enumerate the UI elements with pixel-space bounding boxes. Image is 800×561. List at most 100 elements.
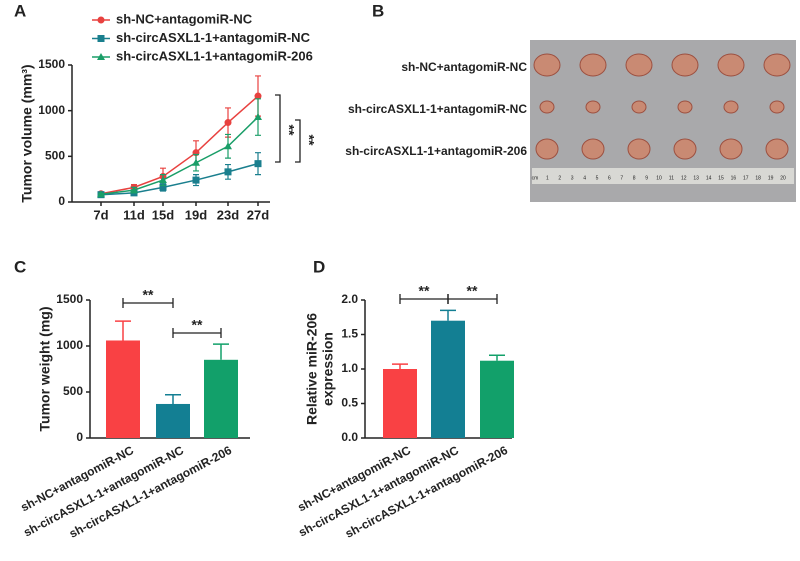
row-label: sh-circASXL1-1+antagomiR-NC — [348, 102, 527, 116]
point — [192, 176, 200, 184]
ruler-label: 14 — [706, 175, 712, 181]
point — [224, 142, 232, 150]
ruler-label: 19 — [768, 175, 774, 181]
x-tick-label: 23d — [217, 207, 239, 222]
series-line — [100, 95, 259, 195]
ruler-label: 20 — [780, 175, 786, 181]
tumor — [717, 53, 745, 77]
significance-bracket — [275, 94, 281, 163]
error-bar — [165, 394, 181, 404]
y-tick-label: 1000 — [38, 103, 65, 117]
y-tick-label: 0 — [58, 194, 65, 208]
significance: ** — [281, 125, 297, 136]
point — [97, 190, 105, 198]
y-axis-label: expression — [320, 332, 336, 406]
tumor — [765, 138, 789, 160]
point — [224, 119, 232, 127]
y-tick-label: 1000 — [56, 338, 83, 352]
ruler-label: 12 — [681, 175, 687, 181]
ruler-label: 7 — [620, 175, 623, 181]
ruler-label: 17 — [743, 175, 749, 181]
bar — [480, 360, 514, 438]
error-bar — [213, 343, 229, 360]
point — [192, 158, 200, 166]
bar — [204, 359, 238, 438]
panel-label: D — [313, 257, 325, 276]
y-axis-label: Relative miR-206 — [304, 313, 320, 425]
ruler-label: 4 — [583, 175, 586, 181]
tumor — [671, 53, 699, 77]
series-line — [100, 116, 259, 195]
point — [159, 183, 167, 191]
x-tick-label: 27d — [247, 207, 269, 222]
bar — [431, 320, 465, 438]
tumor — [535, 138, 559, 160]
y-tick-label: 1.0 — [341, 361, 358, 375]
tumor-photo — [530, 40, 796, 202]
x-tick-label: 7d — [93, 207, 108, 222]
ruler-label: 6 — [608, 175, 611, 181]
legend-label: sh-NC+antagomiR-NC — [116, 11, 253, 26]
x-tick-label: 19d — [185, 207, 207, 222]
row-label: sh-circASXL1-1+antagomiR-206 — [345, 144, 527, 158]
ruler — [532, 168, 794, 184]
ruler-label: 1 — [546, 175, 549, 181]
significance: ** — [301, 135, 317, 146]
ruler-label: 5 — [596, 175, 599, 181]
tumor — [723, 100, 739, 114]
point — [159, 176, 167, 184]
tumor — [631, 100, 647, 114]
ruler-label: 16 — [731, 175, 737, 181]
y-axis-label: Tumor volume (mm³) — [19, 64, 35, 202]
point — [254, 113, 262, 121]
ruler-label: 2 — [558, 175, 561, 181]
error-bar — [440, 309, 456, 321]
significance: ** — [467, 283, 478, 299]
bar — [156, 403, 190, 438]
significance: ** — [419, 283, 430, 299]
tumor — [585, 100, 601, 114]
x-tick-label: 15d — [152, 207, 174, 222]
tumor — [769, 100, 785, 114]
y-tick-label: 1500 — [38, 57, 65, 71]
ruler-label: 15 — [718, 175, 724, 181]
y-tick-label: 500 — [63, 384, 83, 398]
tumor — [673, 138, 697, 160]
ruler-label: 13 — [693, 175, 699, 181]
tumor — [539, 100, 555, 114]
series-line — [100, 162, 259, 196]
significance-bracket — [172, 328, 222, 338]
tumor — [581, 138, 605, 160]
ruler-label: 3 — [571, 175, 574, 181]
bar — [383, 369, 417, 438]
ruler-label: 8 — [633, 175, 636, 181]
tumor — [763, 53, 791, 77]
y-tick-label: 500 — [45, 149, 65, 163]
error-bar — [115, 320, 131, 341]
panel-label: B — [372, 1, 384, 20]
point — [254, 160, 262, 168]
point — [97, 35, 105, 42]
row-label: sh-NC+antagomiR-NC — [401, 60, 527, 74]
error-bar — [392, 363, 408, 369]
y-axis-label: Tumor weight (mg) — [37, 307, 53, 432]
tumor — [677, 100, 693, 114]
point — [97, 16, 105, 24]
legend-label: sh-circASXL1-1+antagomiR-NC — [116, 30, 311, 45]
significance: ** — [192, 317, 203, 333]
y-tick-label: 1.5 — [341, 327, 358, 341]
tumor — [719, 138, 743, 160]
ruler-label: cm — [532, 175, 539, 181]
ruler-label: 18 — [755, 175, 761, 181]
significance-bracket — [447, 294, 498, 304]
x-tick-label: 11d — [123, 207, 145, 222]
ruler-label: 10 — [656, 175, 662, 181]
point — [224, 168, 232, 176]
significance-bracket — [122, 298, 174, 308]
legend-label: sh-circASXL1-1+antagomiR-206 — [116, 48, 313, 63]
panel-label: C — [14, 257, 26, 276]
point — [254, 92, 262, 100]
y-tick-label: 2.0 — [341, 292, 358, 306]
y-tick-label: 0 — [76, 430, 83, 444]
